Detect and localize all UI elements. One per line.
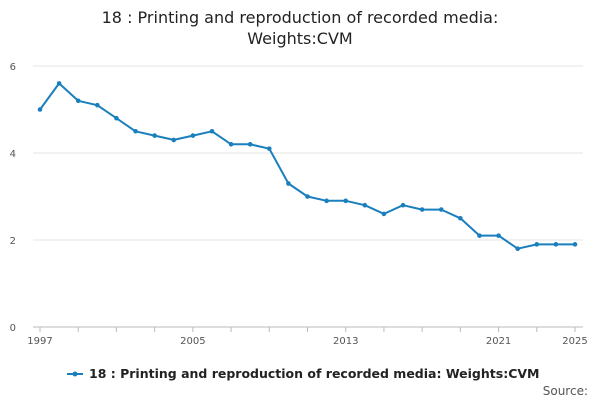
data-point[interactable] bbox=[458, 215, 463, 221]
data-point[interactable] bbox=[438, 207, 444, 212]
y-tick-label: 0 bbox=[10, 323, 16, 334]
data-point[interactable] bbox=[152, 133, 157, 138]
data-point[interactable] bbox=[75, 98, 81, 104]
data-point[interactable] bbox=[419, 207, 425, 212]
chart-title-line-1: 18 : Printing and reproduction of record… bbox=[102, 8, 499, 27]
data-point[interactable] bbox=[343, 198, 349, 204]
data-point[interactable] bbox=[515, 246, 520, 251]
data-point[interactable] bbox=[496, 233, 501, 238]
y-tick-label: 4 bbox=[10, 149, 16, 160]
data-point[interactable] bbox=[534, 242, 540, 247]
x-tick-label: 2021 bbox=[486, 336, 511, 347]
data-point[interactable] bbox=[56, 81, 62, 86]
legend[interactable]: 18 : Printing and reproduction of record… bbox=[67, 366, 539, 381]
series-line-0 bbox=[39, 82, 575, 250]
y-axis: 0 2 4 6 bbox=[10, 62, 16, 334]
data-point[interactable] bbox=[381, 211, 387, 217]
data-point[interactable] bbox=[209, 128, 215, 134]
data-point[interactable] bbox=[305, 194, 310, 199]
data-point[interactable] bbox=[362, 202, 368, 208]
data-point[interactable] bbox=[553, 242, 559, 247]
x-tick-label: 2005 bbox=[180, 336, 205, 347]
legend-label[interactable]: 18 : Printing and reproduction of record… bbox=[89, 366, 539, 381]
data-point[interactable] bbox=[247, 142, 253, 147]
data-point[interactable] bbox=[324, 198, 329, 204]
data-point[interactable] bbox=[286, 181, 291, 186]
x-tick-label: 2025 bbox=[562, 336, 587, 347]
x-tick-label: 2013 bbox=[333, 336, 358, 347]
chart-title-line-2: Weights:CVM bbox=[247, 29, 352, 48]
data-point[interactable] bbox=[190, 133, 196, 138]
data-point[interactable] bbox=[114, 115, 119, 121]
data-point[interactable] bbox=[171, 137, 177, 143]
x-tick-label: 1997 bbox=[27, 336, 52, 347]
y-tick-label: 6 bbox=[10, 62, 16, 73]
data-point[interactable] bbox=[228, 142, 234, 147]
gridlines bbox=[33, 65, 583, 241]
series-group bbox=[37, 81, 578, 251]
data-point[interactable] bbox=[37, 107, 43, 112]
data-point[interactable] bbox=[572, 242, 578, 247]
data-point[interactable] bbox=[477, 233, 482, 238]
data-point[interactable] bbox=[95, 102, 100, 108]
data-point[interactable] bbox=[400, 202, 406, 208]
legend-marker bbox=[72, 371, 78, 377]
source-label: Source: bbox=[543, 384, 588, 398]
data-point[interactable] bbox=[133, 128, 138, 134]
data-point[interactable] bbox=[266, 146, 272, 151]
x-axis: 1997 2005 2013 2021 2025 bbox=[27, 326, 588, 347]
y-tick-label: 2 bbox=[10, 236, 16, 247]
